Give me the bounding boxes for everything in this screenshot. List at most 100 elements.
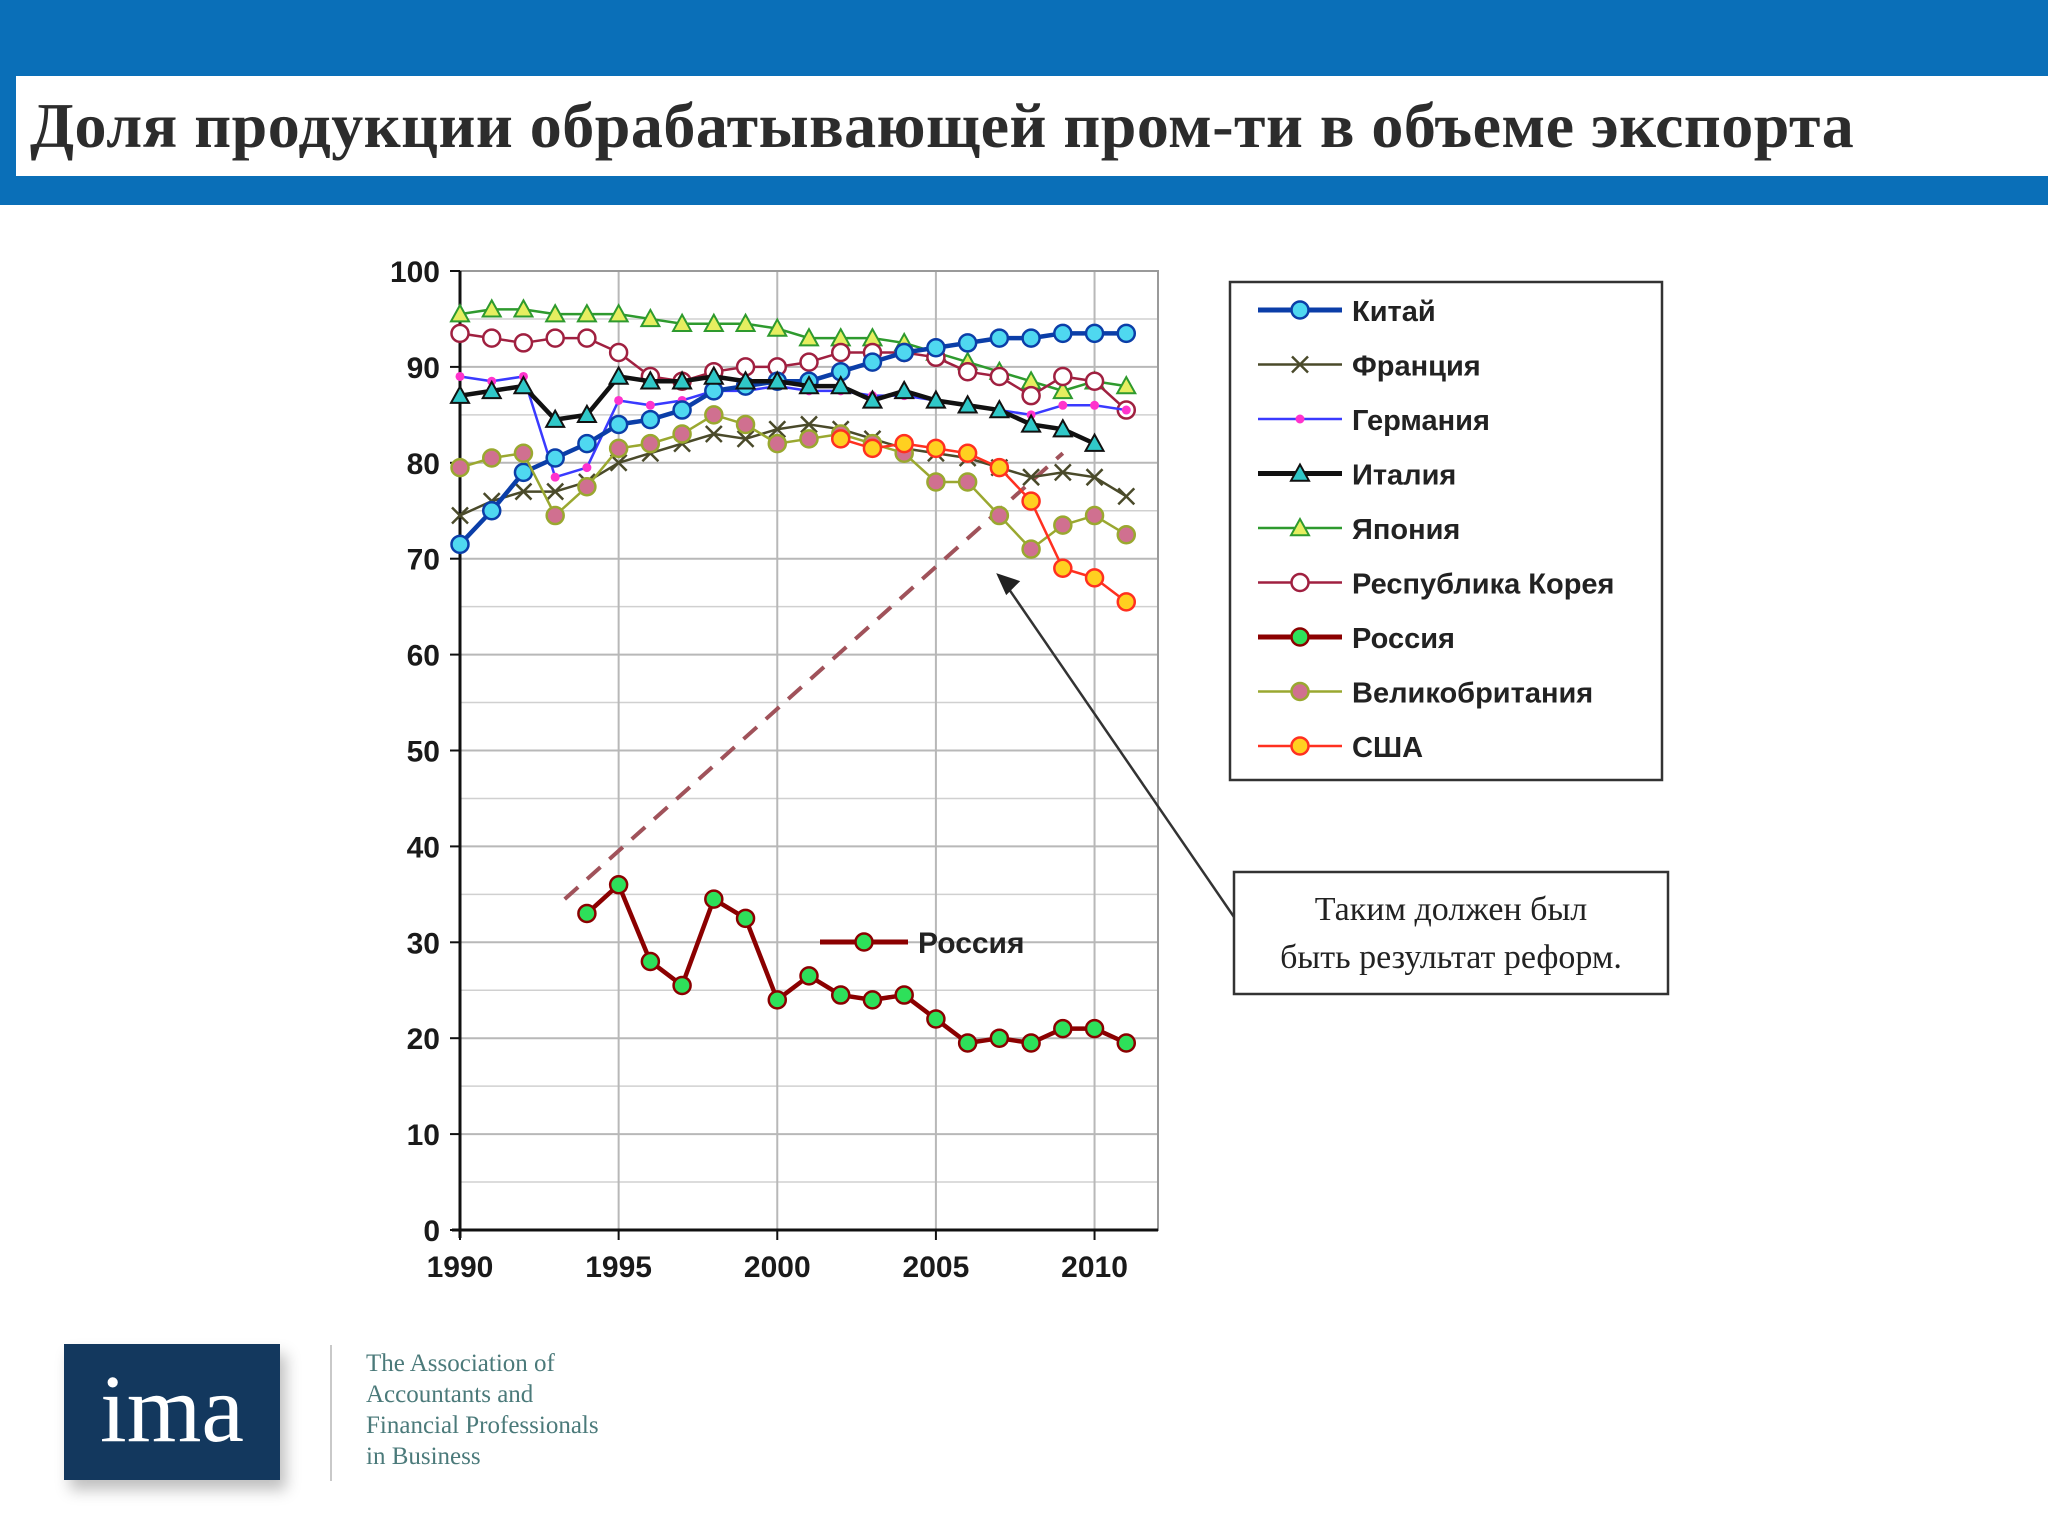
annotation-text: быть результат реформ.: [1280, 939, 1622, 976]
x-stroke: [451, 506, 469, 525]
data-point: [830, 985, 851, 1005]
data-point: [481, 501, 502, 521]
data-point: [830, 342, 851, 363]
data-point: [514, 482, 533, 501]
data-point: [607, 365, 630, 385]
data-point: [926, 472, 946, 492]
data-point: [450, 457, 470, 478]
slide-title: Доля продукции обрабатывающей пром-ти в …: [30, 90, 1855, 161]
data-point: [1021, 491, 1041, 511]
data-point: [1053, 366, 1073, 387]
data-point: [926, 438, 946, 459]
data-point: [830, 375, 852, 395]
data-point: [704, 381, 724, 401]
data-point: [546, 482, 565, 501]
data-point: [608, 414, 629, 435]
legend-swatch-marker: [1295, 414, 1305, 424]
tagline-line: Financial Professionals: [366, 1412, 599, 1439]
data-point: [1053, 323, 1073, 344]
x-stroke: [800, 415, 818, 434]
data-point: [1058, 400, 1068, 410]
data-point: [768, 420, 787, 439]
data-point: [799, 966, 819, 986]
y-tick-label: 10: [407, 1119, 440, 1152]
x-stroke: [609, 453, 628, 472]
data-point: [671, 312, 693, 332]
data-point: [1084, 371, 1105, 392]
data-point: [1083, 432, 1106, 452]
legend-label: США: [1352, 732, 1423, 764]
data-point: [925, 389, 947, 409]
legend-swatch-marker: [1290, 572, 1310, 593]
data-point: [926, 337, 946, 358]
data-point: [672, 400, 692, 420]
data-point: [1053, 463, 1072, 482]
legend-swatch-marker: [1289, 516, 1311, 537]
data-point: [704, 889, 724, 909]
y-tick-label: 60: [407, 640, 440, 673]
data-point: [1115, 375, 1137, 395]
series-3: [449, 365, 1106, 452]
data-point: [1085, 468, 1104, 487]
legend-swatch-marker: [1289, 462, 1311, 482]
series-line: [457, 331, 1129, 547]
x-stroke: [1085, 468, 1104, 487]
ima-logo: ima: [64, 1344, 280, 1480]
data-point: [545, 328, 565, 348]
data-point: [1052, 379, 1074, 400]
data-point: [513, 443, 534, 463]
data-point: [799, 352, 819, 372]
data-point: [455, 371, 465, 381]
data-point: [1084, 323, 1105, 344]
data-point: [577, 903, 597, 924]
data-point: [989, 457, 1010, 478]
legend-label: Россия: [1352, 623, 1455, 655]
data-point: [735, 908, 756, 929]
data-point: [639, 370, 662, 390]
ima-tagline: The Association of Accountants and Finan…: [366, 1348, 686, 1472]
y-tick-label: 30: [407, 927, 440, 960]
data-point: [956, 394, 979, 414]
data-point: [767, 433, 788, 454]
data-point: [957, 472, 978, 492]
data-point: [989, 1028, 1010, 1048]
target-trend-line: [563, 451, 1065, 901]
data-point: [481, 328, 502, 348]
x-stroke: [1022, 468, 1040, 487]
data-point: [544, 303, 566, 323]
x-stroke: [546, 482, 565, 501]
legend-swatch-marker: [1291, 355, 1309, 374]
series-line: [458, 423, 1128, 517]
data-point: [640, 409, 661, 430]
inline-series-label: Россия: [918, 927, 1025, 960]
legend-swatch-marker: [1290, 736, 1310, 756]
series-8: [830, 429, 1137, 612]
data-point: [451, 506, 469, 525]
data-point: [894, 342, 914, 363]
data-point: [577, 433, 597, 454]
data-point: [767, 990, 788, 1010]
series-line: [458, 413, 1128, 551]
data-point: [766, 370, 788, 390]
series-6: [577, 875, 1137, 1053]
data-point: [1053, 1018, 1073, 1039]
series-line: [458, 375, 1128, 479]
data-point: [957, 443, 978, 463]
data-point: [894, 985, 914, 1005]
data-point: [799, 429, 819, 449]
data-point: [607, 303, 630, 323]
data-point: [735, 414, 756, 435]
data-point: [481, 448, 502, 468]
legend-label: Япония: [1352, 514, 1460, 546]
data-point: [513, 333, 534, 353]
title-box: Доля продукции обрабатывающей пром-ти в …: [16, 76, 2048, 176]
data-point: [989, 328, 1010, 348]
y-tick-label: 20: [407, 1023, 440, 1056]
x-stroke: [736, 429, 755, 448]
data-point: [800, 415, 818, 434]
x-stroke: [768, 420, 787, 439]
legend-label: Франция: [1352, 351, 1481, 383]
data-point: [608, 438, 629, 459]
x-stroke: [1053, 463, 1072, 482]
